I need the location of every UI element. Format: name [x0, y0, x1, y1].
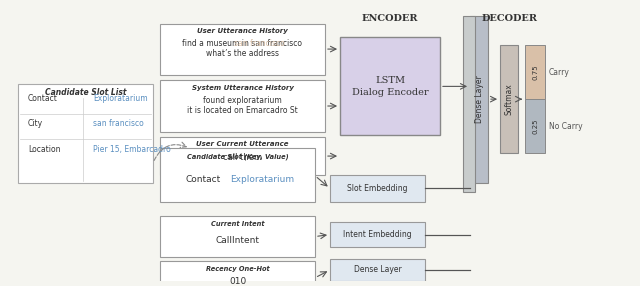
Text: what’s the address: what’s the address	[206, 49, 279, 58]
Text: san francisco: san francisco	[234, 39, 285, 48]
Text: Pier 15, Embarcadro: Pier 15, Embarcadro	[93, 145, 171, 154]
Text: Contact: Contact	[28, 94, 58, 103]
Text: Dense Layer: Dense Layer	[474, 75, 483, 123]
Text: CallIntent: CallIntent	[216, 236, 259, 245]
Text: Dense Layer: Dense Layer	[354, 265, 401, 275]
Text: 0.25: 0.25	[532, 118, 538, 134]
FancyBboxPatch shape	[160, 23, 325, 75]
Text: Exploratarium: Exploratarium	[93, 94, 148, 103]
FancyBboxPatch shape	[340, 37, 440, 136]
Text: Recency One-Hot: Recency One-Hot	[205, 266, 269, 272]
Text: Slot Embedding: Slot Embedding	[348, 184, 408, 193]
FancyBboxPatch shape	[330, 259, 425, 281]
Text: Exploratarium: Exploratarium	[230, 175, 294, 184]
Text: 010: 010	[229, 277, 246, 286]
Text: Candidate Slot List: Candidate Slot List	[45, 88, 126, 97]
Text: Intent Embedding: Intent Embedding	[343, 230, 412, 239]
Text: 0.75: 0.75	[532, 64, 538, 80]
Text: DECODER: DECODER	[482, 14, 538, 23]
Text: No Carry: No Carry	[549, 122, 582, 131]
FancyBboxPatch shape	[160, 137, 325, 175]
FancyBboxPatch shape	[160, 261, 315, 286]
Text: Current Intent: Current Intent	[211, 221, 264, 227]
FancyBboxPatch shape	[525, 99, 545, 153]
FancyBboxPatch shape	[525, 45, 545, 99]
Text: found exploratarium: found exploratarium	[203, 96, 282, 105]
FancyBboxPatch shape	[470, 16, 488, 182]
Text: it is located on Emarcadro St: it is located on Emarcadro St	[187, 106, 298, 116]
Text: Softmax: Softmax	[504, 83, 513, 115]
Text: System Utterance History: System Utterance History	[191, 84, 294, 91]
Text: City: City	[28, 119, 43, 128]
FancyBboxPatch shape	[330, 175, 425, 202]
FancyBboxPatch shape	[160, 80, 325, 132]
FancyBboxPatch shape	[160, 148, 315, 202]
Text: User Utterance History: User Utterance History	[197, 27, 288, 33]
FancyBboxPatch shape	[500, 45, 518, 153]
Text: call them: call them	[223, 152, 262, 162]
FancyBboxPatch shape	[160, 216, 315, 257]
Text: Candidate Slot (Key, Value): Candidate Slot (Key, Value)	[187, 153, 288, 160]
Text: LSTM
Dialog Encoder: LSTM Dialog Encoder	[352, 76, 428, 97]
Text: ENCODER: ENCODER	[362, 14, 419, 23]
Text: find a museum in san francisco: find a museum in san francisco	[182, 39, 303, 48]
Text: san francisco: san francisco	[93, 119, 144, 128]
FancyBboxPatch shape	[463, 16, 475, 192]
FancyBboxPatch shape	[18, 84, 153, 182]
Text: User Current Utterance: User Current Utterance	[196, 141, 289, 147]
FancyBboxPatch shape	[330, 222, 425, 247]
Text: Carry: Carry	[549, 68, 570, 77]
Text: Contact: Contact	[185, 175, 220, 184]
Text: Location: Location	[28, 145, 61, 154]
